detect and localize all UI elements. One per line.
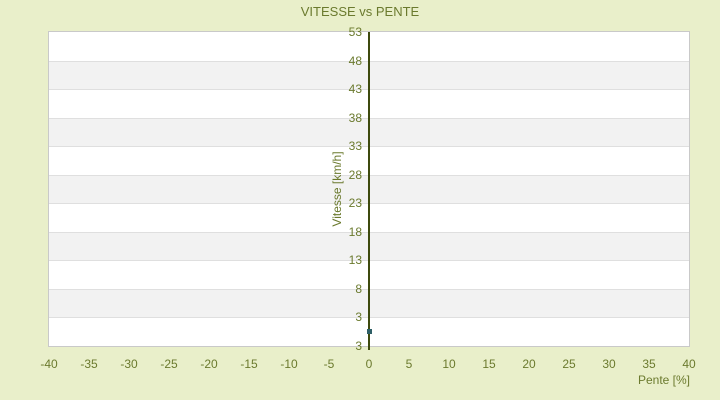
chart-title: VITESSE vs PENTE [300, 4, 420, 19]
x-axis-title: Pente [%] [637, 373, 690, 387]
x-tick-label: 40 [682, 357, 696, 371]
y-tick-label: 8 [355, 281, 362, 296]
x-tick-label: 30 [602, 357, 616, 371]
x-tick-label: -40 [40, 357, 58, 371]
y-axis-line [368, 32, 370, 350]
y-tick-label: 3 [355, 339, 362, 353]
x-tick-label: 0 [365, 357, 373, 371]
x-tick-label: -30 [120, 357, 138, 371]
x-tick-label: 35 [642, 357, 656, 371]
x-tick-label: 20 [522, 357, 536, 371]
y-tick-label: 33 [348, 139, 362, 154]
x-tick-label: -35 [80, 357, 98, 371]
y-tick-label: 3 [355, 310, 362, 325]
y-axis-title: Vitesse [km/h] [330, 151, 344, 227]
y-tick-label: 43 [348, 82, 362, 97]
x-tick-label: -5 [323, 357, 335, 371]
x-tick-label: 25 [562, 357, 576, 371]
x-tick-label: -25 [160, 357, 178, 371]
x-tick-label: -20 [200, 357, 218, 371]
x-tick-label: 15 [482, 357, 496, 371]
y-tick-label: 48 [348, 53, 362, 68]
y-tick-label: 23 [348, 196, 362, 211]
y-tick-label: 13 [348, 253, 362, 268]
y-tick-label: 28 [348, 167, 362, 182]
x-tick-label: -15 [240, 357, 258, 371]
y-tick-label: 18 [348, 224, 362, 239]
y-tick-label: 38 [348, 110, 362, 125]
x-tick-label: 5 [405, 357, 413, 371]
x-tick-label: -10 [280, 357, 298, 371]
plot-area: 53 48 43 38 33 28 23 18 13 8 3 3 Vitesse [km/h] [48, 25, 690, 353]
data-point [366, 329, 372, 335]
x-tick-label: 10 [442, 357, 456, 371]
y-tick-label: 53 [348, 25, 362, 39]
